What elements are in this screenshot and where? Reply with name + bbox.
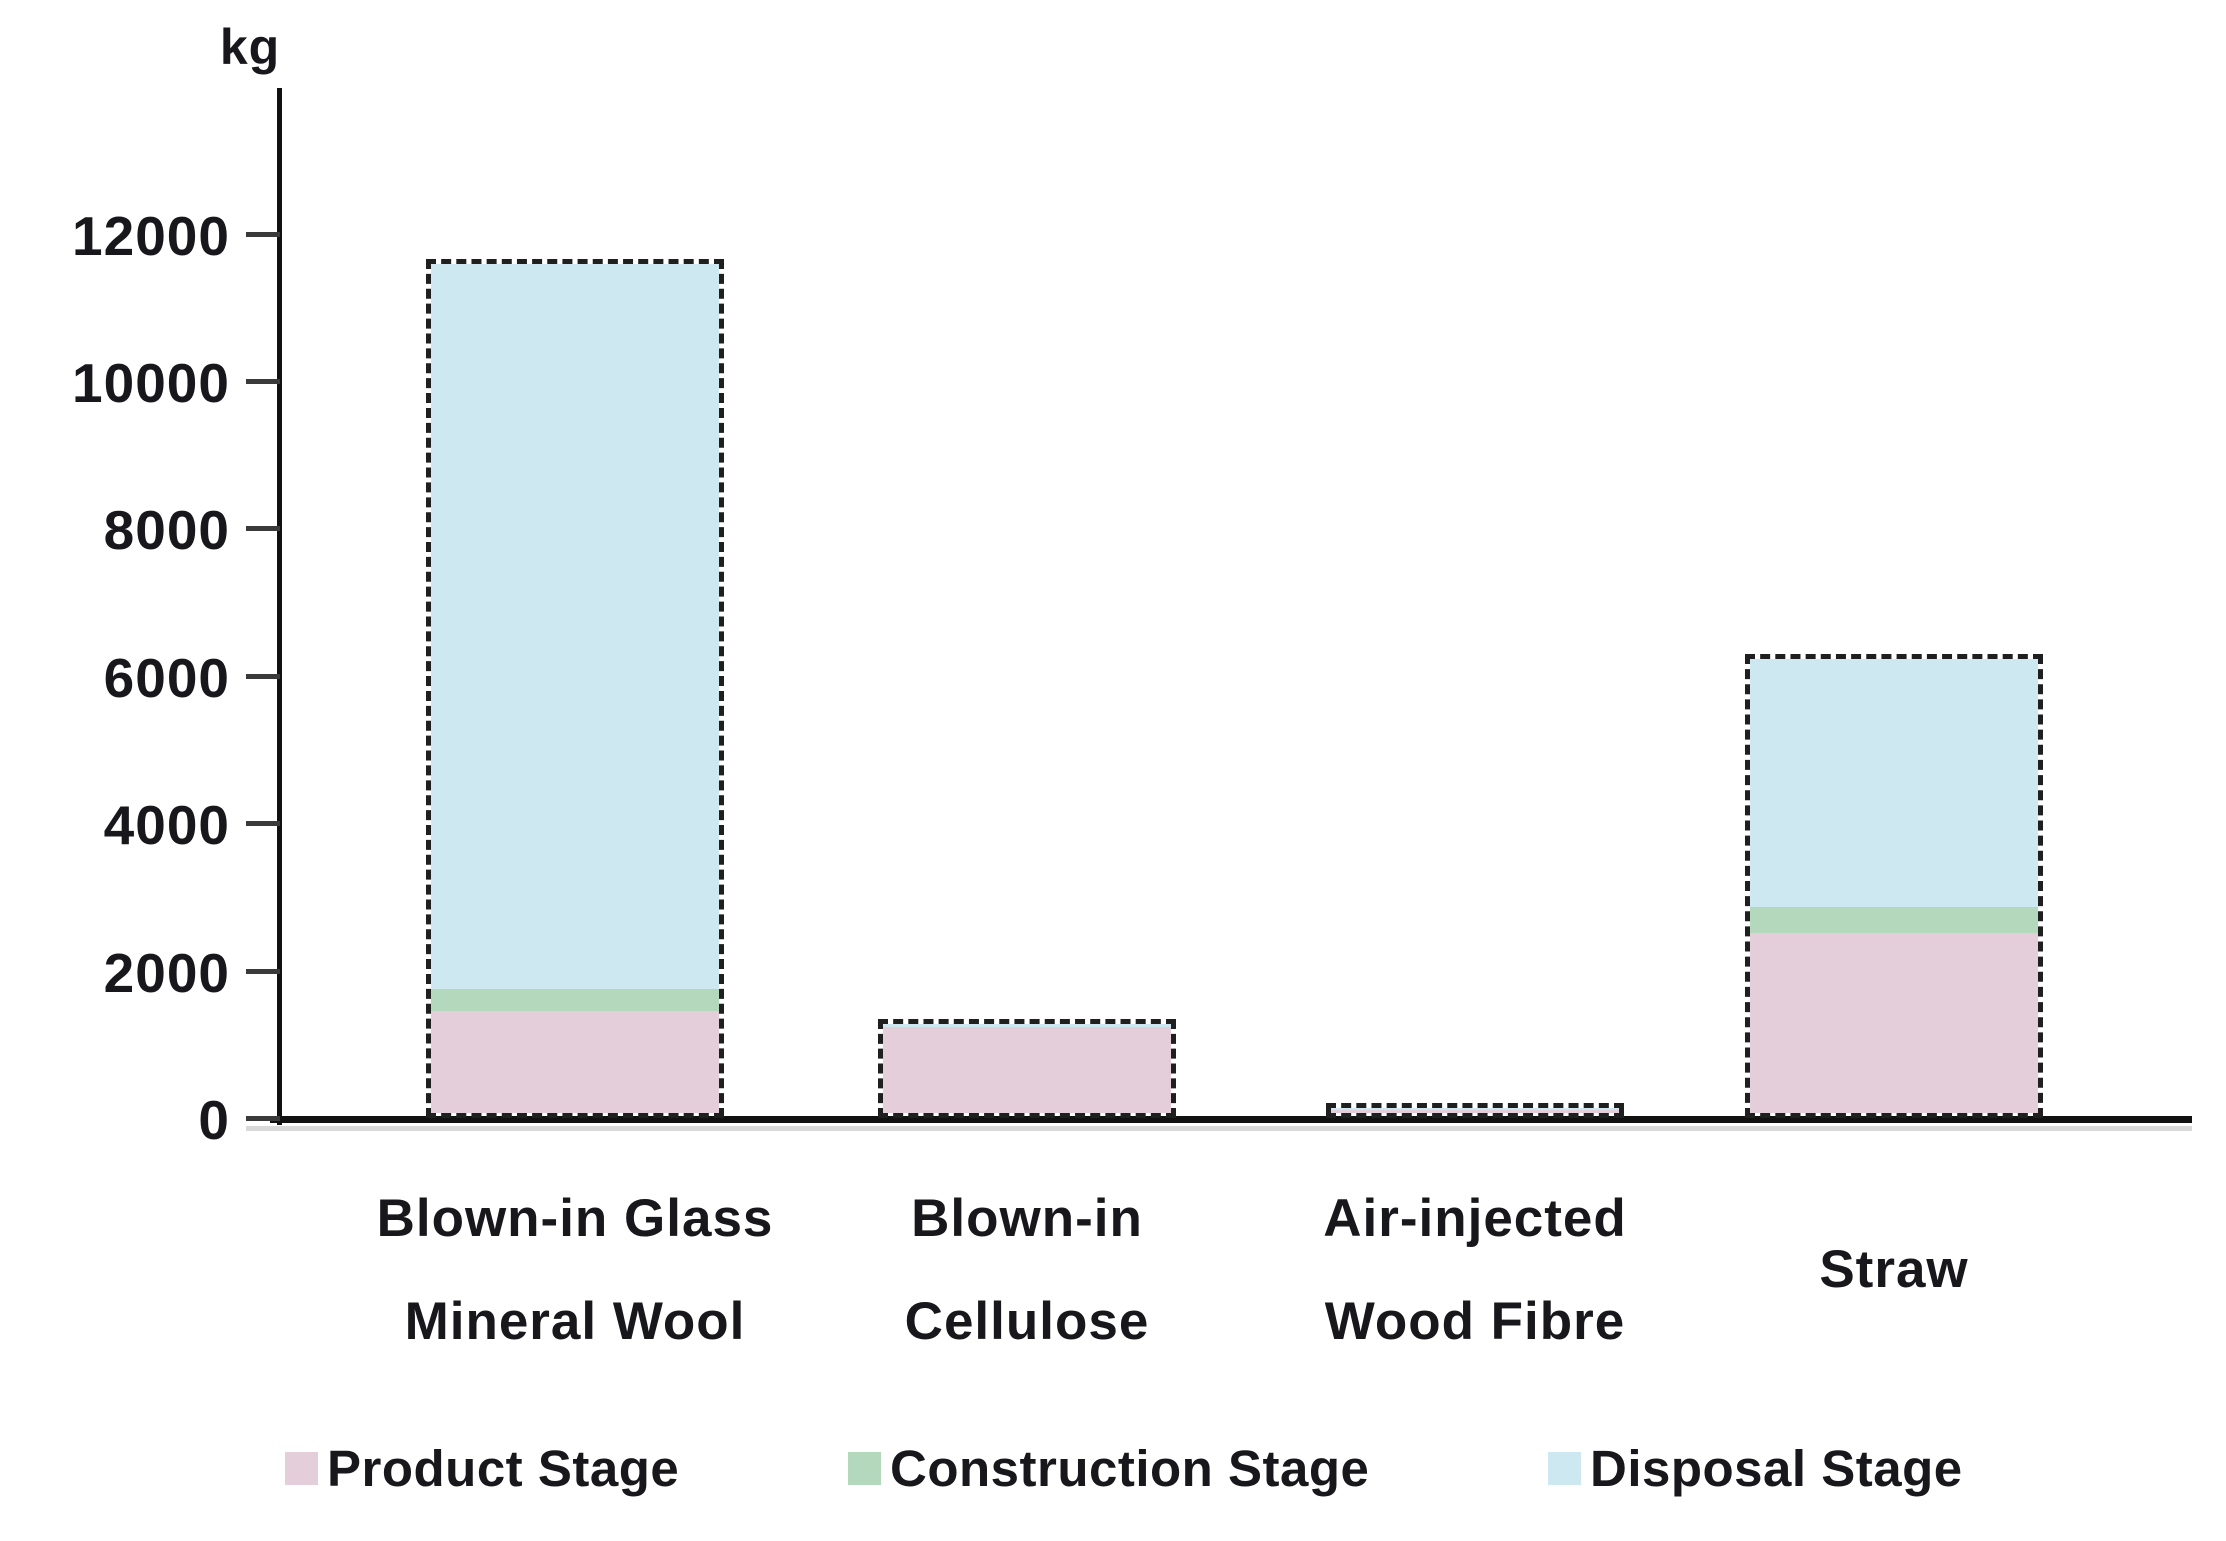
- y-axis-unit-label: kg: [219, 19, 281, 75]
- segment-disposal-stage: [1331, 1108, 1619, 1111]
- y-tick-mark-6000: [246, 673, 280, 679]
- legend-label: Product Stage: [327, 1439, 680, 1497]
- x-axis-line: [270, 1116, 2192, 1123]
- segment-construction-stage: [431, 989, 719, 1011]
- y-tick-mark-0: [246, 1116, 280, 1121]
- bar-air-injected-wood-fibre: [1326, 1103, 1624, 1118]
- segment-product-stage: [1331, 1110, 1619, 1113]
- segment-product-stage: [431, 1011, 719, 1113]
- x-label-line: Mineral Wool: [404, 1291, 746, 1351]
- legend-item-disposal-stage: Disposal Stage: [1548, 1436, 1963, 1500]
- bar-straw: [1745, 653, 2043, 1118]
- y-axis-line: [277, 88, 282, 1125]
- y-tick-label-8000: 8000: [103, 499, 230, 562]
- y-tick-mark-12000: [246, 231, 280, 237]
- legend-label: Construction Stage: [890, 1439, 1370, 1497]
- legend: Product Stage Construction Stage Disposal …: [0, 1436, 2226, 1506]
- y-tick-mark-8000: [246, 526, 280, 532]
- x-label-air-injected-wood-fibre: Air-injected Wood Fibre: [1205, 1162, 1745, 1377]
- x-label-line: Blown-in: [911, 1188, 1143, 1248]
- legend-swatch: [848, 1451, 881, 1485]
- segment-construction-stage: [1750, 907, 2038, 933]
- y-tick-mark-10000: [246, 379, 280, 384]
- bar-blown-in-glass-mineral-wool: [426, 259, 724, 1118]
- y-tick-mark-2000: [246, 968, 280, 974]
- y-tick-label-10000: 10000: [72, 352, 230, 414]
- legend-item-product-stage: Product Stage: [285, 1436, 679, 1500]
- y-tick-label-2000: 2000: [103, 941, 230, 1004]
- x-label-line: Air-injected: [1323, 1188, 1627, 1248]
- x-axis-shadow: [246, 1126, 2192, 1131]
- legend-label: Disposal Stage: [1590, 1439, 1963, 1497]
- segment-disposal-stage: [431, 264, 719, 990]
- x-label-line: Cellulose: [904, 1291, 1150, 1351]
- legend-swatch: [1548, 1451, 1581, 1485]
- bar-blown-in-cellulose: [878, 1018, 1176, 1118]
- y-tick-label-6000: 6000: [103, 646, 230, 709]
- x-label-line: Wood Fibre: [1324, 1291, 1626, 1351]
- y-tick-label-12000: 12000: [72, 204, 230, 267]
- segment-product-stage: [883, 1026, 1171, 1113]
- segment-disposal-stage: [883, 1023, 1171, 1027]
- segment-disposal-stage: [1750, 658, 2038, 908]
- x-label-straw: Straw: [1624, 1162, 2164, 1377]
- y-tick-label-4000: 4000: [103, 794, 230, 857]
- segment-product-stage: [1750, 932, 2038, 1113]
- x-label-line: Straw: [1819, 1240, 1969, 1299]
- y-tick-label-0: 0: [198, 1089, 230, 1151]
- y-tick-mark-4000: [246, 821, 280, 827]
- legend-item-construction-stage: Construction Stage: [848, 1436, 1369, 1500]
- legend-swatch: [285, 1451, 318, 1485]
- x-label-blown-in-glass-mineral-wool: Blown-in Glass Mineral Wool: [305, 1162, 845, 1377]
- x-label-blown-in-cellulose: Blown-in Cellulose: [757, 1162, 1297, 1377]
- x-label-line: Blown-in Glass: [376, 1188, 774, 1248]
